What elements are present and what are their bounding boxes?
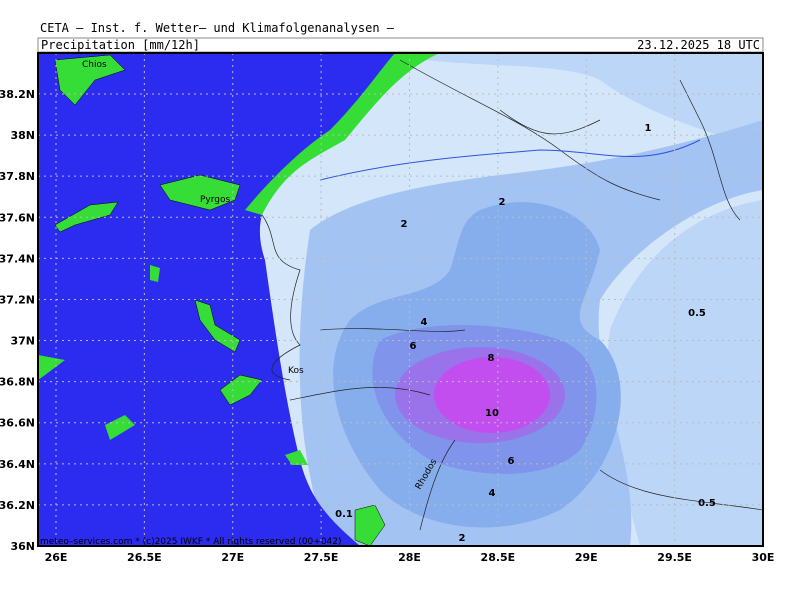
contour-label: 0.1: [335, 509, 353, 520]
lat-label: 37.8N: [0, 170, 35, 183]
lon-label: 27.5E: [304, 551, 339, 564]
island: [219, 374, 263, 406]
coast-dry: [245, 53, 440, 215]
lat-label: 37N: [10, 335, 35, 348]
island: [105, 415, 135, 440]
map-frame: [37, 52, 764, 547]
border-lines: [261, 59, 763, 531]
contour-label: 10: [485, 408, 499, 419]
lat-label: 38N: [10, 129, 35, 142]
contour-label: 6: [508, 456, 515, 467]
island: [38, 355, 65, 380]
lat-label: 36N: [10, 540, 35, 553]
lat-label: 37.6N: [0, 211, 35, 224]
lat-label: 37.2N: [0, 293, 35, 306]
footer-credit: meteo–services.com * (c)2025 IWKF * All …: [40, 537, 342, 547]
lat-label: 37.4N: [0, 252, 35, 265]
contour-label: 1: [645, 123, 652, 134]
lat-label: 36.8N: [0, 376, 35, 389]
graticule: [38, 53, 763, 546]
contour-label: 8: [488, 353, 495, 364]
lat-label: 36.2N: [0, 499, 35, 512]
contour-label: 4: [489, 488, 496, 499]
agency-title: CETA – Inst. f. Wetter– und Klimafolgena…: [40, 21, 395, 35]
contour-label: 2: [459, 533, 466, 544]
contour-label: 2: [499, 197, 506, 208]
island: [159, 174, 241, 211]
lon-label: 26E: [45, 551, 68, 564]
valid-time: 23.12.2025 18 UTC: [637, 38, 760, 52]
place-label: Pyrgos: [200, 195, 231, 205]
island: [285, 450, 308, 465]
lon-label: 30E: [752, 551, 775, 564]
island: [150, 265, 160, 282]
precip-1: [380, 53, 763, 546]
river: [319, 139, 701, 181]
contour-label: 4: [421, 317, 428, 328]
lon-label: 28.5E: [481, 551, 516, 564]
lon-label: 29.5E: [657, 551, 692, 564]
lat-label: 38.2N: [0, 88, 35, 101]
island: [354, 504, 386, 546]
lon-label: 26.5E: [127, 551, 162, 564]
contour-label: 6: [410, 341, 417, 352]
product-title: Precipitation [mm/12h]: [41, 38, 200, 52]
contour-label: 2: [401, 219, 408, 230]
contour-label: 0.5: [688, 308, 706, 319]
lon-label: 28E: [398, 551, 421, 564]
lon-label: 27E: [221, 551, 244, 564]
contour-label: 0.5: [698, 498, 716, 509]
island: [54, 54, 126, 106]
precip-10: [434, 357, 550, 433]
place-label: Chios: [82, 60, 107, 70]
lat-label: 36.4N: [0, 458, 35, 471]
lat-label: 36.6N: [0, 417, 35, 430]
place-label: Kos: [288, 366, 304, 376]
island: [194, 299, 241, 353]
precip-1b: [700, 470, 763, 546]
lon-label: 29E: [575, 551, 598, 564]
map-area: [38, 53, 763, 546]
